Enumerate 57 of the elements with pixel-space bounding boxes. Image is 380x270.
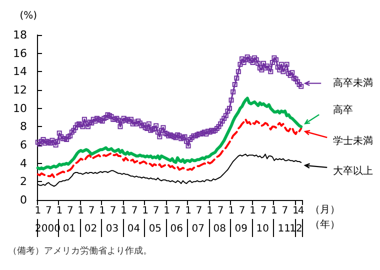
x-tick-label: 7 bbox=[131, 206, 138, 216]
x-tick-label: 7 bbox=[196, 206, 202, 216]
y-axis-title: (%) bbox=[20, 10, 38, 22]
x-tick-label: 7 bbox=[260, 206, 267, 216]
y-tick-label: 0 bbox=[20, 194, 27, 206]
text: 10 bbox=[256, 224, 269, 234]
text: 08 bbox=[213, 224, 226, 234]
y-tick-label: 10 bbox=[13, 102, 27, 115]
x-tick-label: 1 bbox=[292, 206, 299, 216]
text: 03 bbox=[106, 224, 119, 234]
text: （年） bbox=[310, 218, 340, 230]
line-series bbox=[36, 96, 303, 170]
text: 04 bbox=[127, 224, 140, 234]
x-tick-label: 4 bbox=[298, 206, 304, 216]
legend-label: 大卒以上 bbox=[333, 164, 374, 177]
x-axis-title: （月） bbox=[310, 204, 340, 216]
y-tick-label: 8 bbox=[20, 120, 27, 134]
x-tick-label: 1 bbox=[56, 206, 63, 216]
x-tick-label: 7 bbox=[66, 206, 74, 216]
text: 02 bbox=[84, 224, 98, 234]
x-tick-label: 1 bbox=[120, 206, 128, 216]
x-tick-label: 1 bbox=[228, 206, 234, 216]
x-tick-label: 7 bbox=[110, 206, 116, 216]
x-tick-label: 1 bbox=[164, 206, 170, 216]
x-tick-label: 7 bbox=[45, 206, 52, 216]
y-tick-label: 12 bbox=[13, 84, 27, 96]
y-tick-label: 2 bbox=[20, 175, 27, 188]
x-tick-label: 1 bbox=[34, 206, 42, 216]
line-series bbox=[36, 118, 302, 178]
x-tick-label: 1 bbox=[271, 206, 278, 216]
text: 高卒 bbox=[333, 104, 354, 116]
y-tick-label: 6 bbox=[20, 138, 27, 152]
x-tick-label: 1 bbox=[78, 206, 84, 216]
x-tick-label: 7 bbox=[174, 206, 181, 216]
text: 07 bbox=[192, 224, 205, 234]
text: 11 bbox=[278, 224, 290, 234]
x-tick-label: 1 bbox=[206, 206, 213, 216]
legend-label: 学士未満 bbox=[333, 135, 374, 147]
y-tick-label: 14 bbox=[13, 65, 27, 78]
x-tick-label: 1 bbox=[142, 206, 149, 216]
x-tick-label: 7 bbox=[238, 206, 246, 216]
x-tick-label: 1 bbox=[250, 206, 256, 216]
text: 01 bbox=[62, 224, 76, 234]
text: 09 bbox=[234, 224, 248, 234]
x-tick-label: 7 bbox=[217, 206, 224, 216]
x-tick-label: 1 bbox=[185, 206, 192, 216]
text: 06 bbox=[170, 224, 184, 234]
x-tick-label: 7 bbox=[282, 206, 288, 216]
x-tick-label: 1 bbox=[99, 206, 106, 216]
y-tick-label: 4 bbox=[20, 156, 27, 170]
y-tick-label: 16 bbox=[13, 46, 27, 60]
text: 05 bbox=[148, 224, 162, 234]
legend-label: 高卒未満 bbox=[333, 76, 374, 89]
text: （備考）アメリカ労働省より作成。 bbox=[8, 246, 152, 256]
y-tick-label: 18 bbox=[13, 28, 27, 42]
x-tick-label: 7 bbox=[88, 206, 95, 216]
x-tick-label: 7 bbox=[152, 206, 160, 216]
